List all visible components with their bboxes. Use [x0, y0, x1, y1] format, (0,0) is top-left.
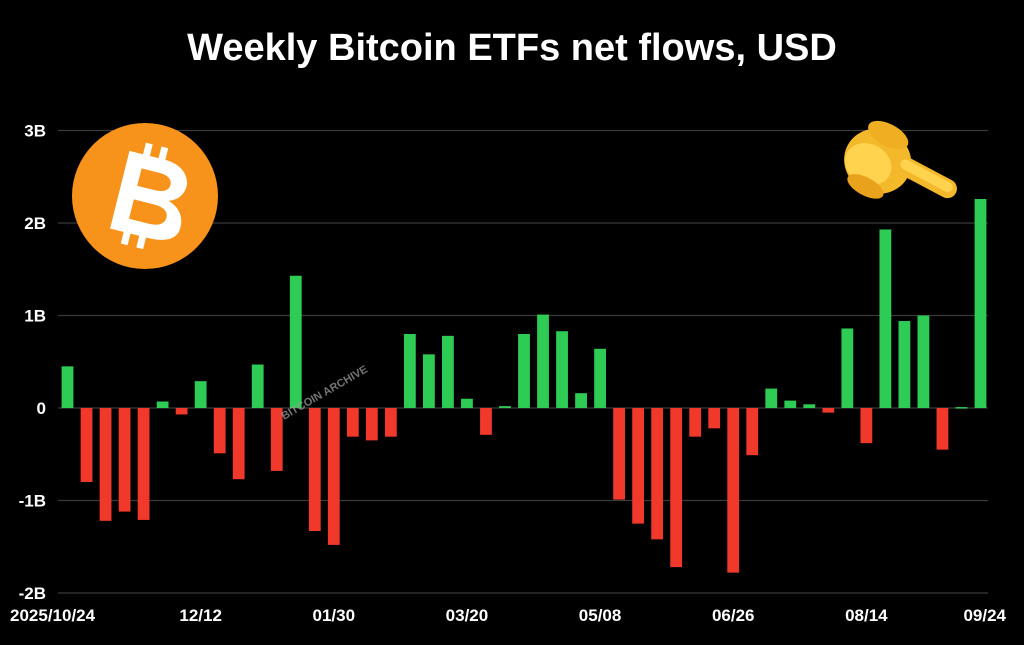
bar	[365, 408, 378, 441]
x-tick-label: 06/26	[712, 606, 755, 625]
bar	[232, 408, 245, 480]
bar	[727, 408, 740, 573]
bar	[213, 408, 226, 454]
bar	[651, 408, 664, 540]
y-tick-label: -2B	[19, 584, 46, 603]
chart-title: Weekly Bitcoin ETFs net flows, USD	[187, 27, 837, 69]
bar	[860, 408, 873, 444]
x-tick-label: 08/14	[845, 606, 888, 625]
bar	[308, 408, 321, 532]
bar	[270, 408, 283, 471]
bar	[61, 366, 74, 408]
x-tick-label: 05/08	[579, 606, 622, 625]
bar	[765, 388, 778, 408]
bar	[251, 364, 264, 408]
bar	[346, 408, 359, 437]
y-axis-ticks: 3B 2B 1B 0 -1B -2B	[19, 122, 46, 604]
bar	[289, 275, 302, 408]
bar	[175, 408, 188, 415]
bar	[632, 408, 645, 524]
bar	[955, 407, 968, 409]
y-tick-label: -1B	[19, 492, 46, 511]
bar	[822, 408, 835, 413]
bar	[708, 408, 721, 429]
bar	[974, 198, 987, 408]
bar	[518, 334, 530, 408]
bar	[613, 408, 625, 500]
bar	[442, 335, 454, 408]
bar	[689, 408, 702, 437]
bar	[461, 398, 473, 408]
bar	[327, 408, 340, 545]
bar	[499, 406, 511, 408]
bar	[403, 334, 416, 408]
y-tick-label: 3B	[24, 122, 46, 141]
bar	[917, 315, 930, 408]
bar	[156, 401, 169, 408]
bar	[936, 408, 949, 450]
bar	[423, 354, 435, 408]
bar	[803, 404, 816, 408]
bar	[194, 381, 207, 408]
x-tick-label: 09/24	[963, 606, 1006, 625]
x-tick-label: 01/30	[313, 606, 356, 625]
bar	[879, 229, 892, 408]
bar	[670, 408, 683, 568]
bar	[556, 331, 568, 408]
gridlines	[58, 129, 988, 594]
bar	[784, 400, 797, 408]
x-tick-label: 2025/10/24	[10, 606, 96, 625]
y-tick-label: 2B	[24, 214, 46, 233]
bar	[99, 408, 112, 521]
bitcoin-logo-icon	[72, 123, 218, 269]
x-axis-ticks: 2025/10/24 12/12 01/30 03/20 05/08 06/26 08/14…	[10, 606, 1007, 625]
bar	[384, 408, 397, 437]
bar	[537, 314, 549, 408]
x-tick-label: 03/20	[446, 606, 489, 625]
bar	[841, 328, 854, 408]
x-tick-label: 12/12	[179, 606, 222, 625]
y-tick-label: 1B	[24, 307, 46, 326]
bar	[575, 393, 587, 408]
bar	[594, 348, 606, 408]
bar	[118, 408, 131, 512]
bar	[898, 321, 911, 408]
y-tick-label: 0	[37, 399, 46, 418]
pointing-hand-icon	[844, 120, 957, 199]
bar	[80, 408, 93, 482]
bar	[137, 408, 150, 520]
bars	[61, 198, 987, 573]
bar	[746, 408, 759, 456]
bar	[480, 408, 492, 435]
